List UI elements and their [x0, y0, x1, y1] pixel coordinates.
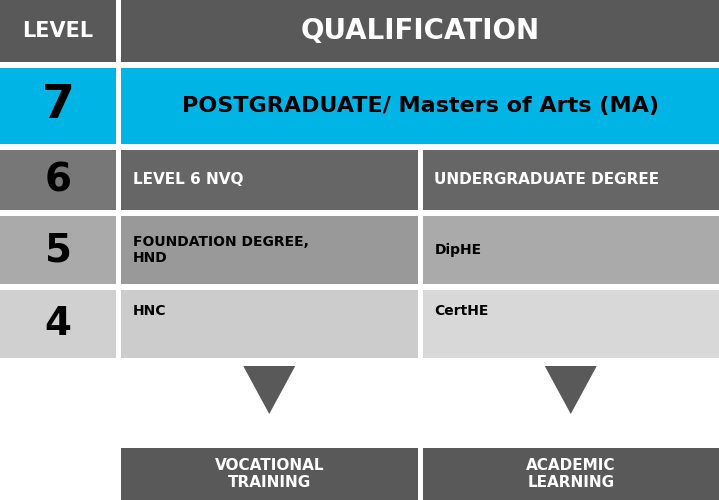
- Bar: [0, 68, 116, 144]
- Bar: [0, 290, 116, 358]
- Text: 7: 7: [42, 84, 75, 128]
- Bar: [0, 216, 116, 284]
- Bar: [121, 150, 418, 210]
- Text: POSTGRADUATE/ Masters of Arts (MA): POSTGRADUATE/ Masters of Arts (MA): [181, 96, 659, 116]
- Bar: [121, 216, 418, 284]
- Bar: [423, 216, 719, 284]
- Text: LEVEL 6 NVQ: LEVEL 6 NVQ: [133, 172, 244, 188]
- Bar: [121, 448, 418, 500]
- Text: QUALIFICATION: QUALIFICATION: [301, 17, 539, 45]
- Text: VOCATIONAL
TRAINING: VOCATIONAL TRAINING: [214, 458, 324, 490]
- Bar: [121, 290, 418, 358]
- Bar: [0, 0, 116, 62]
- Bar: [423, 150, 719, 210]
- Polygon shape: [243, 366, 296, 414]
- Text: ACADEMIC
LEARNING: ACADEMIC LEARNING: [526, 458, 615, 490]
- Text: 5: 5: [45, 231, 71, 269]
- Text: CertHE: CertHE: [434, 304, 489, 318]
- Bar: [121, 68, 719, 144]
- Text: FOUNDATION DEGREE,
HND: FOUNDATION DEGREE, HND: [133, 235, 309, 265]
- Polygon shape: [545, 366, 597, 414]
- Bar: [121, 0, 719, 62]
- Text: DipHE: DipHE: [434, 243, 482, 257]
- Bar: [423, 448, 719, 500]
- Bar: [0, 150, 116, 210]
- Text: HNC: HNC: [133, 304, 167, 318]
- Text: LEVEL: LEVEL: [22, 21, 93, 41]
- Bar: [423, 290, 719, 358]
- Text: 6: 6: [45, 161, 71, 199]
- Text: UNDERGRADUATE DEGREE: UNDERGRADUATE DEGREE: [434, 172, 659, 188]
- Text: 4: 4: [45, 305, 71, 343]
